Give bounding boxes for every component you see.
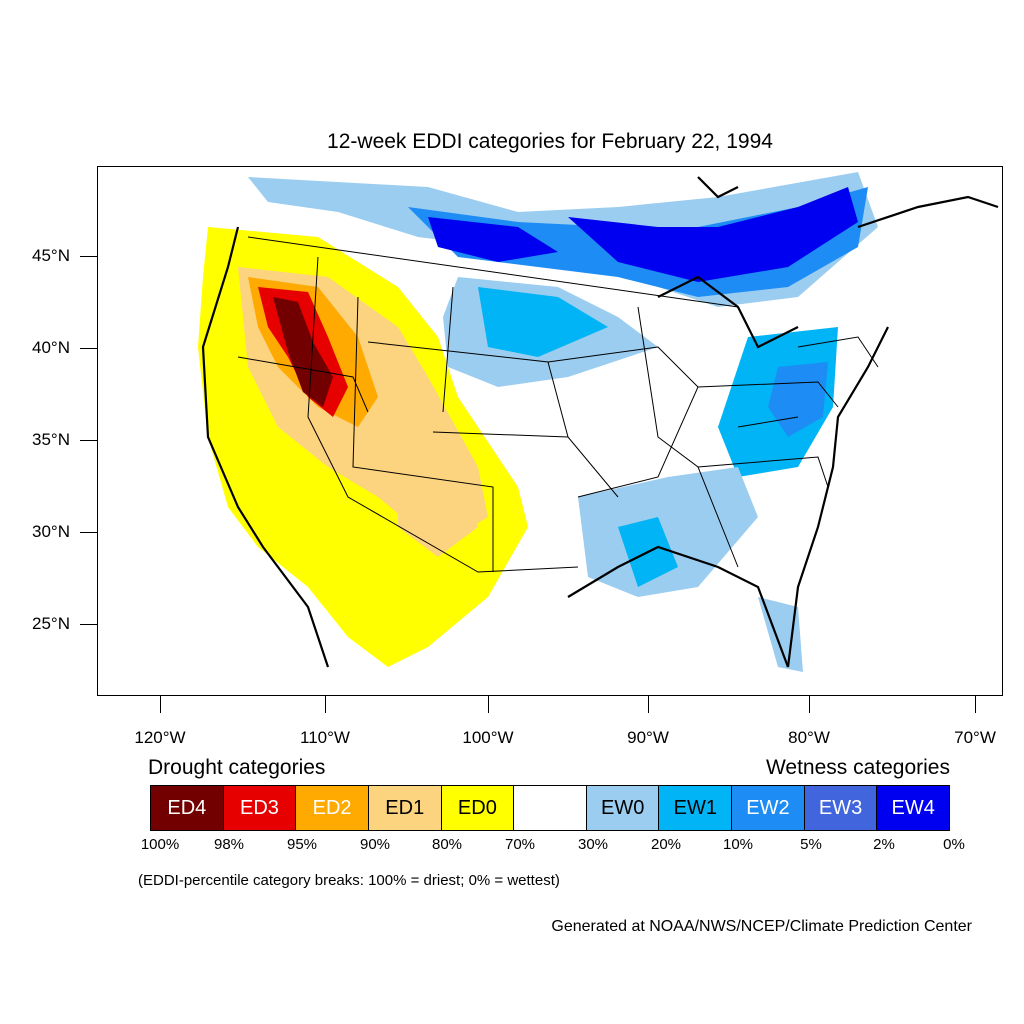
legend-label-ed2: ED2	[312, 796, 352, 819]
lon-label-120: 120°W	[134, 728, 186, 747]
lon-label-70: 70°W	[954, 728, 996, 747]
wetness-region-north-ew4b	[568, 187, 858, 282]
legend-color-bar: ED4 ED3 ED2 ED1 ED0 EW0 EW1 EW2 EW3 EW4	[150, 785, 950, 831]
legend-label-ed3: ED3	[240, 796, 279, 819]
lat-tick-45	[80, 256, 97, 257]
lon-label-110: 110°W	[300, 728, 350, 747]
legend-swatch-ed2: ED2	[296, 786, 369, 830]
wetness-region-south	[578, 467, 758, 597]
legend-break-9: 5%	[800, 836, 822, 853]
eddi-map	[198, 172, 999, 672]
lat-tick-35	[80, 440, 97, 441]
legend-swatch-ed3: ED3	[223, 786, 297, 830]
lat-label-40: 40°N	[32, 338, 70, 357]
lon-tick-90	[648, 696, 649, 713]
lon-tick-110	[325, 696, 326, 713]
wetness-region-east-ew2	[768, 362, 828, 437]
legend-break-1: 98%	[213, 836, 245, 853]
lat-tick-25	[80, 624, 97, 625]
legend-swatch-ed4: ED4	[151, 786, 224, 830]
legend-swatch-normal	[514, 786, 587, 830]
lon-tick-80	[809, 696, 810, 713]
legend-break-5: 70%	[504, 836, 536, 853]
legend-swatch-ew2: EW2	[732, 786, 805, 830]
legend-swatch-ew3: EW3	[804, 786, 878, 830]
legend-break-7: 20%	[650, 836, 682, 853]
coastlines	[201, 176, 999, 668]
legend-break-11: 0%	[943, 836, 965, 853]
lat-tick-40	[80, 348, 97, 349]
legend-break-2: 95%	[286, 836, 318, 853]
lon-label-100: 100°W	[462, 728, 514, 747]
legend-label-ew2: EW2	[746, 796, 790, 819]
lat-label-25: 25°N	[32, 614, 70, 633]
legend-label-ew4: EW4	[891, 796, 935, 819]
map-frame	[97, 166, 1003, 696]
legend-swatch-ew4: EW4	[877, 786, 950, 830]
lon-label-80: 80°W	[788, 728, 830, 747]
legend-break-6: 30%	[577, 836, 609, 853]
legend-swatch-ew1: EW1	[659, 786, 733, 830]
legend-break-4: 80%	[431, 836, 463, 853]
legend-break-0: 100%	[140, 836, 180, 853]
legend-label-ew0: EW0	[600, 796, 645, 819]
wetness-region-plains-ew1	[478, 287, 608, 357]
lon-label-90: 90°W	[627, 728, 669, 747]
legend-label-ew1: EW1	[673, 796, 717, 819]
legend-label-ew3: EW3	[818, 796, 863, 819]
lat-label-35: 35°N	[32, 430, 70, 449]
lat-label-45: 45°N	[32, 246, 70, 265]
legend-label-ed0: ED0	[457, 796, 497, 819]
legend-swatch-ed1: ED1	[368, 786, 442, 830]
lon-tick-70	[975, 696, 976, 713]
legend-break-3: 90%	[359, 836, 391, 853]
legend-swatch-ew0: EW0	[586, 786, 660, 830]
legend-break-8: 10%	[722, 836, 754, 853]
legend-label-ed4: ED4	[167, 796, 207, 819]
legend-label-ed1: ED1	[385, 796, 425, 819]
drought-region-ed4	[273, 297, 333, 407]
state-boundaries	[237, 236, 879, 573]
breaks-note: (EDDI-percentile category breaks: 100% =…	[138, 872, 560, 889]
credit-line: Generated at NOAA/NWS/NCEP/Climate Predi…	[551, 918, 972, 935]
wetness-region-north-ew4	[428, 217, 558, 262]
lat-label-30: 30°N	[32, 522, 70, 541]
lon-tick-100	[488, 696, 489, 713]
legend-swatch-ed0: ED0	[441, 786, 515, 830]
lat-tick-30	[80, 532, 97, 533]
wetness-categories-heading: Wetness categories	[765, 756, 950, 779]
lon-tick-120	[160, 696, 161, 713]
legend-break-10: 2%	[873, 836, 895, 853]
drought-categories-heading: Drought categories	[148, 756, 326, 779]
map-title: 12-week EDDI categories for February 22,…	[327, 130, 773, 153]
drought-region-sw-ed1	[398, 467, 478, 557]
